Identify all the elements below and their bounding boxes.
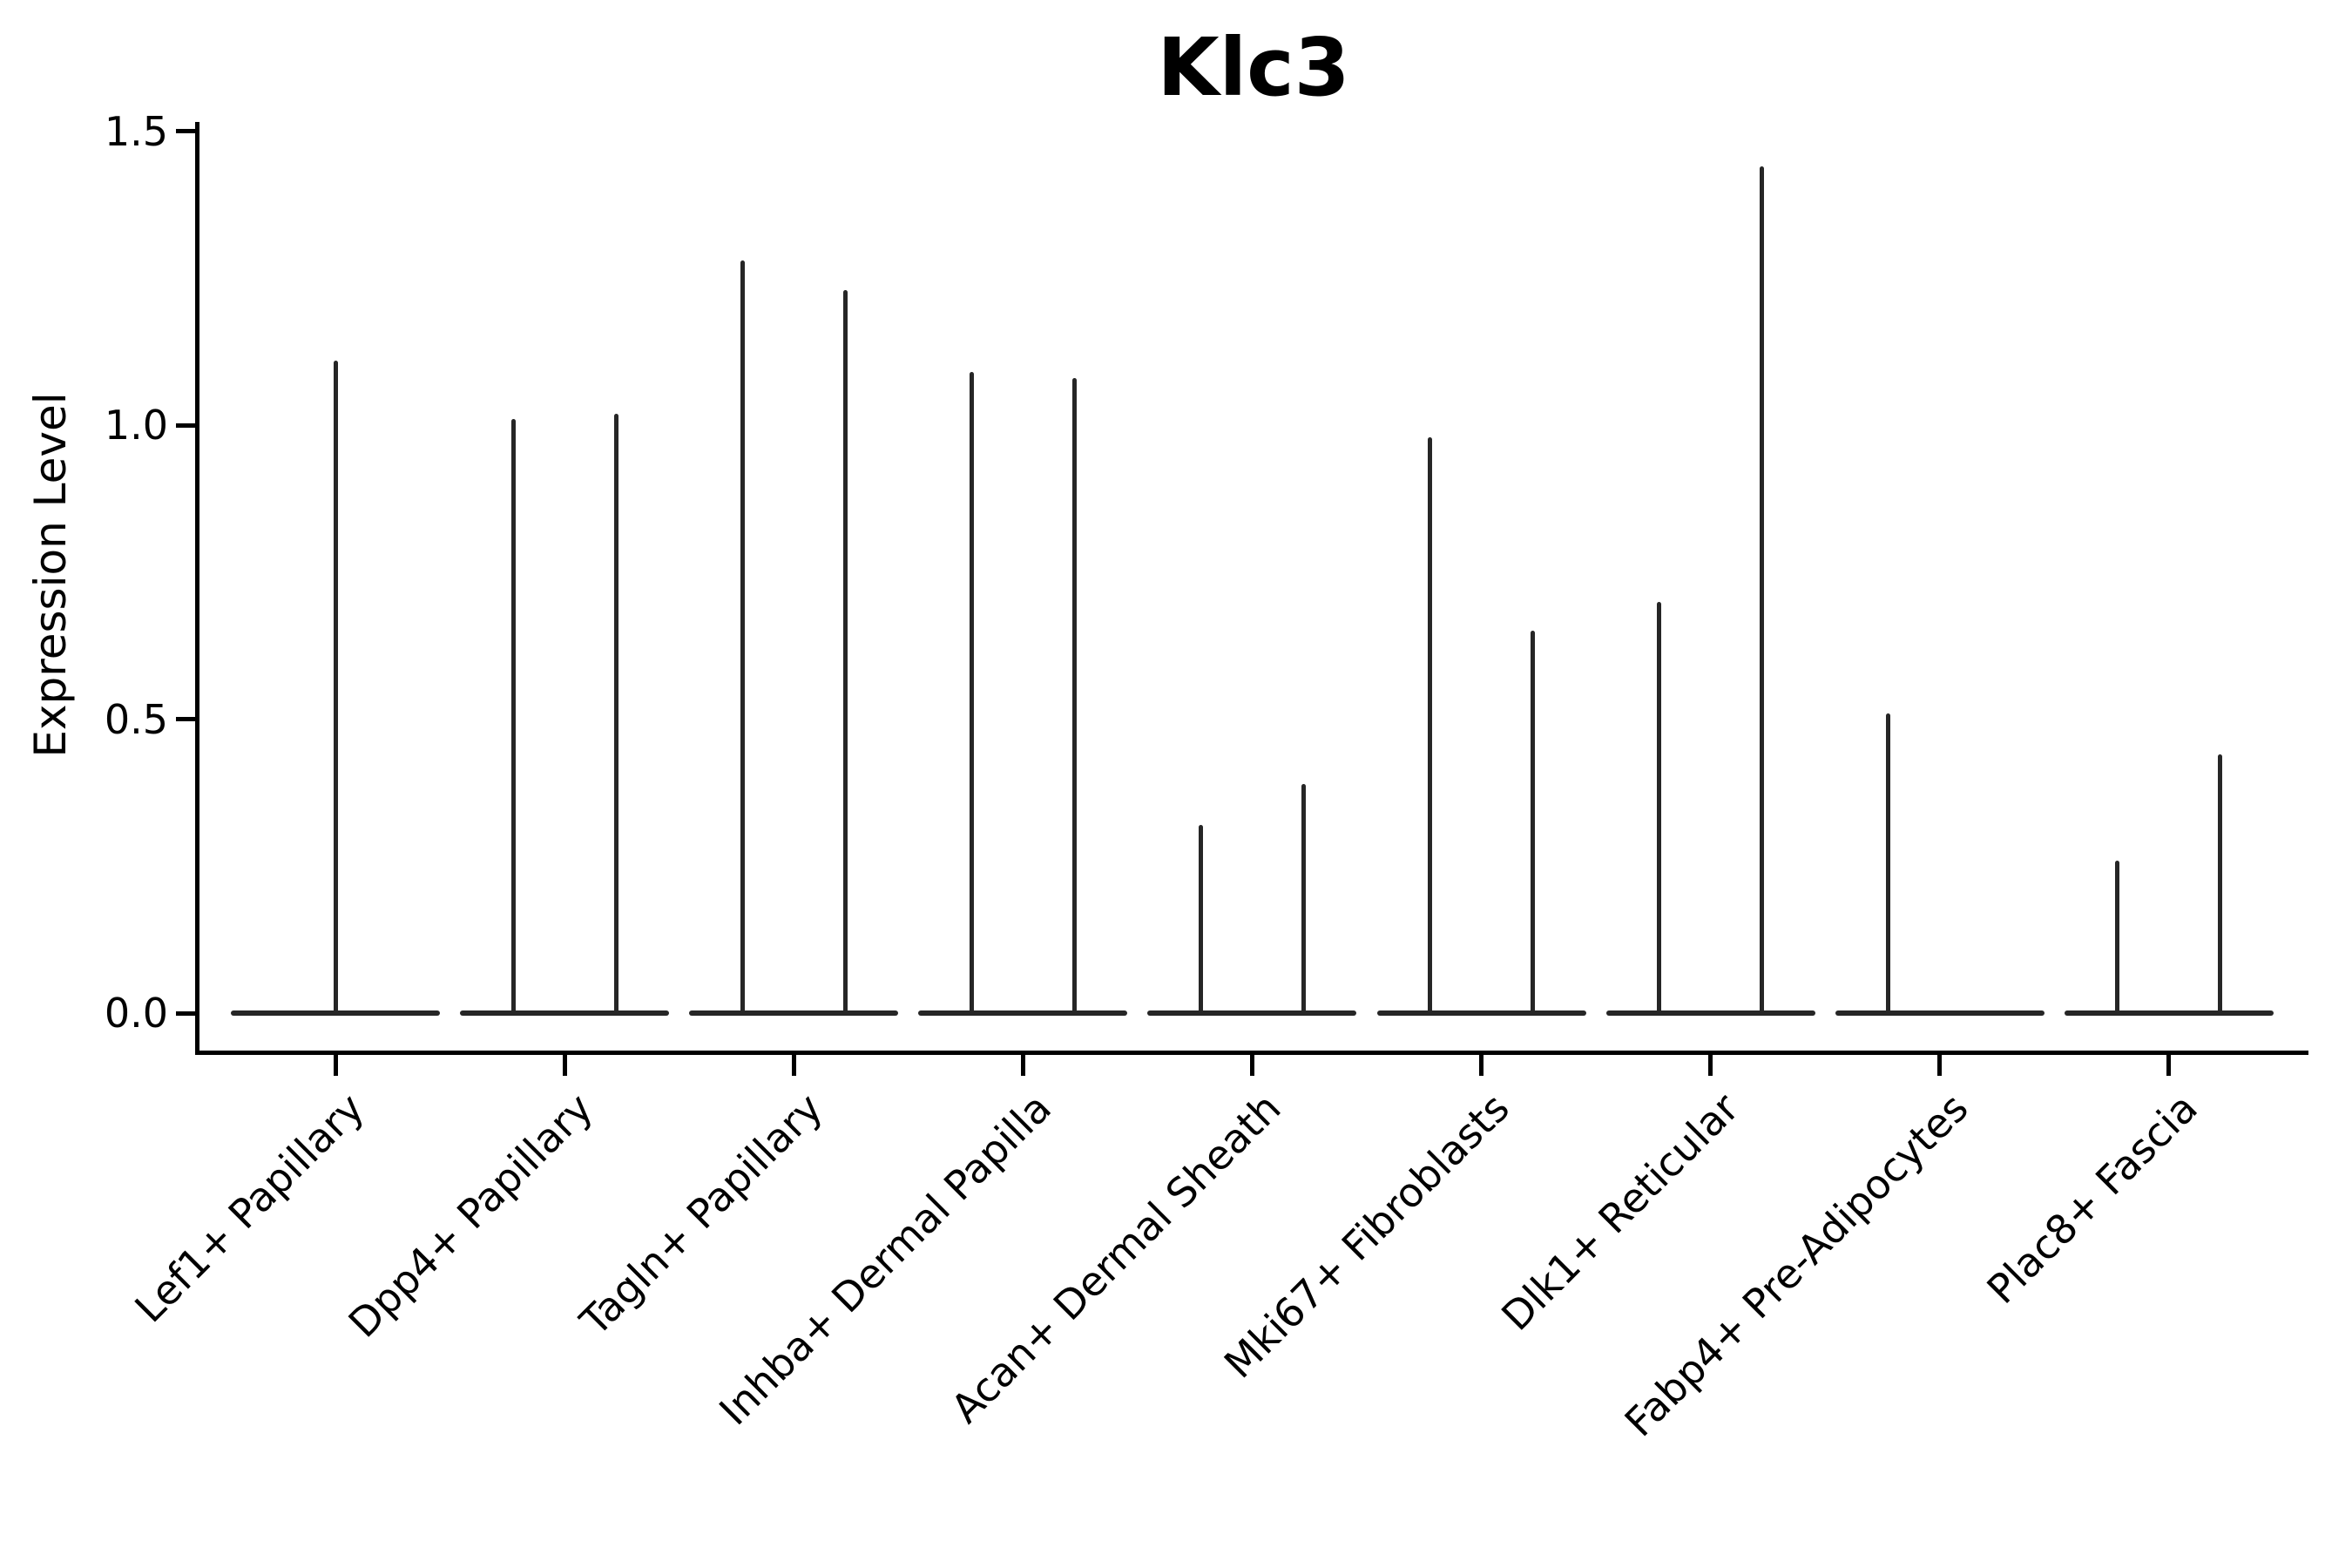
x-axis-tick: [333, 1055, 338, 1076]
violin-spike: [2115, 860, 2120, 1016]
violin-spike: [1657, 601, 1662, 1016]
violin-baseline: [689, 1010, 899, 1016]
x-axis-tick: [1937, 1055, 1943, 1076]
violin-baseline: [2064, 1010, 2274, 1016]
x-axis-tick: [1708, 1055, 1713, 1076]
x-axis-tick: [1020, 1055, 1025, 1076]
chart-title: Klc3: [1157, 21, 1350, 114]
x-tick-label: Dpp4+ Papillary: [339, 1084, 602, 1347]
violin-spike: [2218, 754, 2223, 1016]
violin-baseline: [918, 1010, 1128, 1016]
x-axis-tick: [791, 1055, 796, 1076]
violin-baseline: [460, 1010, 670, 1016]
violin-spike: [969, 372, 974, 1016]
y-tick-label: 0.5: [104, 695, 168, 743]
y-axis-tick: [176, 717, 195, 721]
x-axis-tick: [2166, 1055, 2172, 1076]
y-tick-label: 0.0: [104, 990, 168, 1037]
x-tick-label: Dlk1+ Reticular: [1492, 1084, 1748, 1340]
violin-spike: [1071, 378, 1077, 1016]
x-axis-spine: [195, 1051, 2308, 1055]
violin-baseline: [1147, 1010, 1357, 1016]
violin-spike: [842, 289, 848, 1016]
violin-spike: [333, 360, 338, 1016]
y-axis-tick: [176, 422, 195, 428]
x-tick-label: Lef1+ Papillary: [125, 1084, 373, 1332]
y-axis-spine: [195, 122, 199, 1055]
violin-spike: [1428, 436, 1432, 1016]
violin-spike: [740, 260, 745, 1016]
y-tick-label: 1.0: [104, 402, 168, 449]
violin-spike: [1760, 166, 1765, 1016]
violin-spike: [1531, 631, 1535, 1016]
x-tick-label: Tagln+ Papillary: [571, 1084, 831, 1345]
x-axis-tick: [1249, 1055, 1254, 1076]
x-axis-tick: [1479, 1055, 1484, 1076]
violin-spike: [1886, 713, 1891, 1016]
y-axis-tick: [176, 1010, 195, 1016]
violin-spike: [510, 419, 516, 1016]
violin-baseline: [1835, 1010, 2044, 1016]
y-tick-label: 1.5: [104, 107, 168, 155]
violin-spike: [613, 413, 618, 1016]
violin-spike: [1301, 783, 1306, 1016]
violin-baseline: [1376, 1010, 1586, 1016]
x-tick-label: Plac8+ Fascia: [1977, 1084, 2207, 1313]
violin-spike: [1198, 825, 1203, 1016]
x-axis-tick: [562, 1055, 567, 1076]
y-axis-tick: [176, 129, 195, 133]
violin-baseline: [1605, 1010, 1815, 1016]
y-axis-label: Expression Level: [25, 392, 76, 758]
